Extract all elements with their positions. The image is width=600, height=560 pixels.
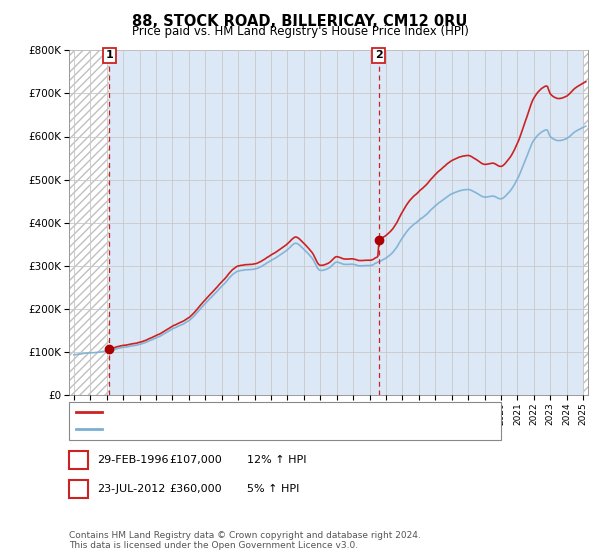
Text: 1: 1 (106, 50, 113, 60)
Text: 2: 2 (75, 484, 82, 494)
Text: Price paid vs. HM Land Registry's House Price Index (HPI): Price paid vs. HM Land Registry's House … (131, 25, 469, 38)
Text: 23-JUL-2012: 23-JUL-2012 (97, 484, 166, 494)
Bar (583, 50, 588, 395)
Text: £360,000: £360,000 (169, 484, 222, 494)
Text: 5% ↑ HPI: 5% ↑ HPI (247, 484, 299, 494)
Text: 88, STOCK ROAD, BILLERICAY, CM12 0RU (detached house): 88, STOCK ROAD, BILLERICAY, CM12 0RU (de… (106, 407, 415, 417)
Text: 12% ↑ HPI: 12% ↑ HPI (247, 455, 307, 465)
Text: 1: 1 (75, 455, 82, 465)
Text: £107,000: £107,000 (169, 455, 222, 465)
Text: 2: 2 (375, 50, 382, 60)
Text: 88, STOCK ROAD, BILLERICAY, CM12 0RU: 88, STOCK ROAD, BILLERICAY, CM12 0RU (133, 14, 467, 29)
Text: 29-FEB-1996: 29-FEB-1996 (97, 455, 169, 465)
Bar (109, 50, 588, 395)
Text: HPI: Average price, detached house, Basildon: HPI: Average price, detached house, Basi… (106, 424, 344, 434)
Text: Contains HM Land Registry data © Crown copyright and database right 2024.
This d: Contains HM Land Registry data © Crown c… (69, 530, 421, 550)
Bar (69, 50, 109, 395)
